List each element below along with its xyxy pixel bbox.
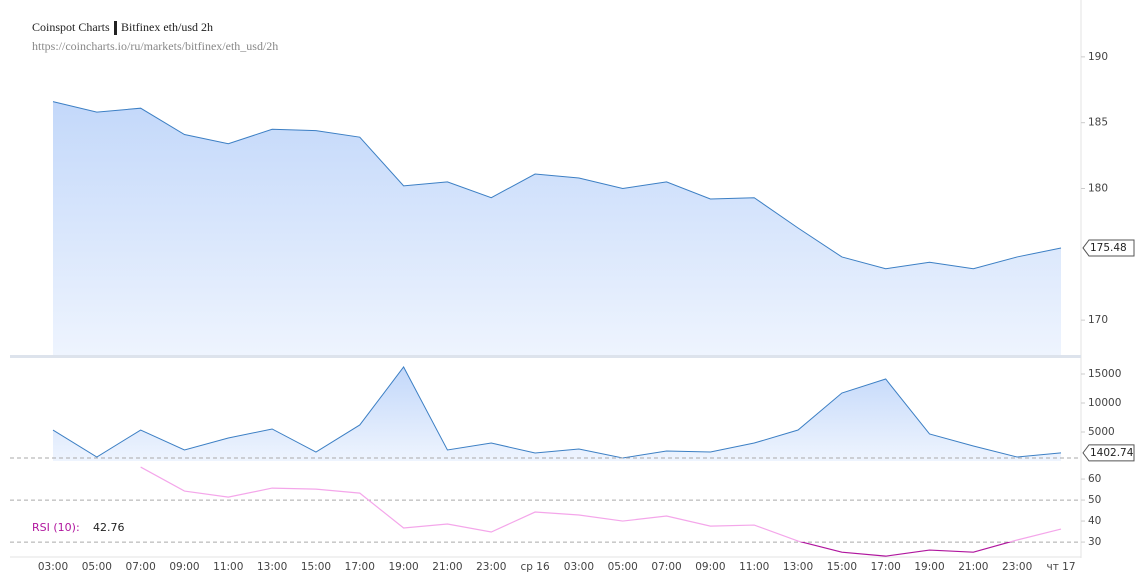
x-tick-label: 17:00 <box>871 561 901 573</box>
y-tick-label: 190 <box>1088 51 1108 63</box>
chart-subtitle: Bitfinex eth/usd 2h <box>121 20 213 34</box>
x-tick-label: 09:00 <box>169 561 199 573</box>
rsi-line <box>140 466 1062 557</box>
x-tick-label: 17:00 <box>345 561 375 573</box>
last-value-label: 1402.74 <box>1090 447 1134 459</box>
x-tick-label: 09:00 <box>695 561 725 573</box>
x-tick-label: 03:00 <box>38 561 68 573</box>
y-tick-label: 5000 <box>1088 426 1115 438</box>
y-tick-label: 170 <box>1088 314 1108 326</box>
last-value-tag <box>1082 239 1135 257</box>
x-tick-label: 13:00 <box>783 561 813 573</box>
x-tick-label: 07:00 <box>126 561 156 573</box>
x-tick-label: 11:00 <box>213 561 243 573</box>
chart-title: Coinspot Charts <box>32 20 110 34</box>
last-value-label: 175.48 <box>1090 242 1127 254</box>
chart-url: https://coincharts.io/ru/markets/bitfine… <box>32 39 278 53</box>
x-tick-label: 19:00 <box>914 561 944 573</box>
area-line <box>52 366 1062 459</box>
area-fill <box>53 366 1061 461</box>
y-tick-label: 40 <box>1088 515 1101 527</box>
y-tick-label: 10000 <box>1088 397 1121 409</box>
x-tick-label: 21:00 <box>432 561 462 573</box>
x-tick-label: 15:00 <box>827 561 857 573</box>
x-tick-label: 03:00 <box>564 561 594 573</box>
x-tick-label: 23:00 <box>1002 561 1032 573</box>
y-tick-label: 60 <box>1088 473 1101 485</box>
x-tick-label: ср 16 <box>521 561 550 573</box>
x-tick-label: чт 17 <box>1046 561 1075 573</box>
x-tick-label: 19:00 <box>388 561 418 573</box>
title-separator <box>114 21 117 35</box>
x-tick-label: 05:00 <box>82 561 112 573</box>
y-tick-label: 50 <box>1088 494 1101 506</box>
y-tick-label: 185 <box>1088 117 1108 129</box>
x-tick-label: 15:00 <box>301 561 331 573</box>
x-tick-label: 07:00 <box>651 561 681 573</box>
rsi-legend-label: RSI (10): <box>32 521 80 534</box>
area-fill <box>53 101 1061 355</box>
x-tick-label: 23:00 <box>476 561 506 573</box>
last-value-tag <box>1082 444 1135 462</box>
y-tick-label: 180 <box>1088 182 1108 194</box>
rsi-legend-value: 42.76 <box>93 521 125 534</box>
x-tick-label: 13:00 <box>257 561 287 573</box>
x-tick-label: 11:00 <box>739 561 769 573</box>
area-line <box>52 101 1062 270</box>
x-tick-label: 21:00 <box>958 561 988 573</box>
y-tick-label: 15000 <box>1088 368 1121 380</box>
y-tick-label: 30 <box>1088 536 1101 548</box>
x-tick-label: 05:00 <box>608 561 638 573</box>
